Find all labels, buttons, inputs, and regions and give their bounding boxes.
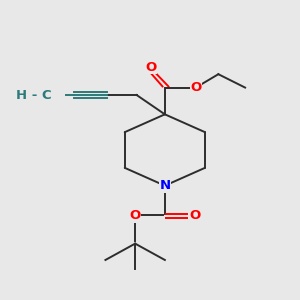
Text: O: O	[145, 61, 157, 74]
Text: O: O	[190, 81, 202, 94]
Text: H - C: H - C	[16, 88, 52, 101]
Text: O: O	[130, 209, 141, 222]
Text: N: N	[159, 179, 170, 192]
Text: O: O	[189, 209, 200, 222]
